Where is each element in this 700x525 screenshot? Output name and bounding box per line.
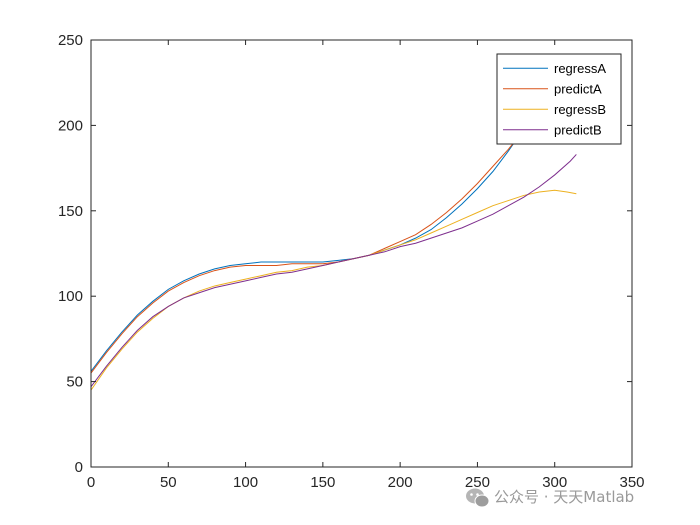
y-tick-label: 250 bbox=[58, 32, 83, 49]
x-tick-label: 150 bbox=[310, 474, 335, 491]
series-line-regressA bbox=[91, 113, 534, 372]
series-line-predictB bbox=[91, 154, 577, 388]
y-tick-label: 200 bbox=[58, 117, 83, 134]
plot-frame bbox=[90, 39, 633, 468]
y-tick-label: 150 bbox=[58, 203, 83, 220]
x-tick-label: 100 bbox=[233, 474, 258, 491]
legend: regressA predictA regressB predictB bbox=[496, 53, 622, 145]
x-tick-label: 50 bbox=[160, 474, 177, 491]
series-line-predictA bbox=[91, 111, 540, 374]
y-tick-label: 100 bbox=[58, 288, 83, 305]
x-tick-label: 300 bbox=[542, 474, 567, 491]
y-tick-label: 0 bbox=[75, 459, 83, 476]
watermark-text: 公众号 · 天天Matlab bbox=[494, 488, 634, 506]
y-tick-label: 50 bbox=[66, 374, 83, 391]
series-layer bbox=[91, 111, 577, 391]
x-tick-label: 250 bbox=[465, 474, 490, 491]
ticks-layer: 0 50 100 150 200 250 300 350 0 50 100 150 200 250 bbox=[58, 32, 645, 491]
watermark: 公众号 · 天天Matlab bbox=[466, 488, 634, 508]
legend-label-predictA: predictA bbox=[554, 81, 602, 96]
legend-label-regressA: regressA bbox=[554, 61, 606, 76]
legend-label-predictB: predictB bbox=[554, 122, 602, 137]
legend-label-regressB: regressB bbox=[554, 102, 606, 117]
x-tick-label: 200 bbox=[388, 474, 413, 491]
wechat-icon bbox=[466, 488, 490, 508]
x-tick-label: 0 bbox=[87, 474, 95, 491]
x-tick-label: 350 bbox=[619, 474, 644, 491]
legend-box bbox=[496, 53, 622, 145]
